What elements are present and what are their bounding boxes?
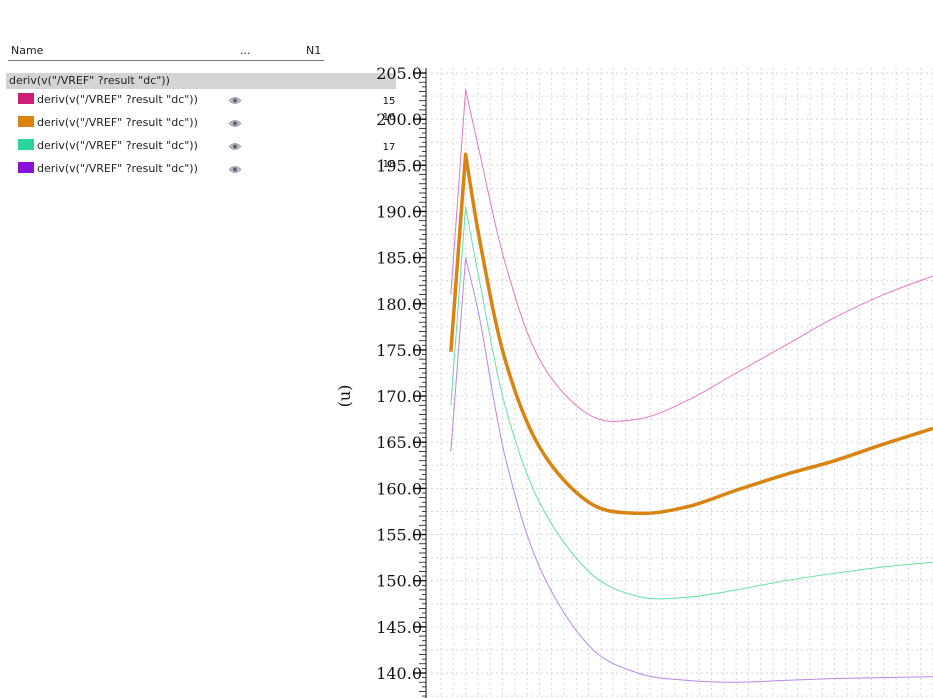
column-header-n1[interactable]: N1 xyxy=(306,44,322,57)
trace-color-swatch xyxy=(18,116,34,127)
eye-icon[interactable] xyxy=(228,161,242,177)
y-axis-label: (u) xyxy=(335,385,354,408)
y-tick-label: 180.0 xyxy=(376,295,422,314)
y-tick-label: 200.0 xyxy=(376,110,422,129)
trace-number-label: 16 xyxy=(383,112,396,123)
eye-icon[interactable] xyxy=(228,92,242,108)
header-divider xyxy=(8,60,324,61)
series-line-2 xyxy=(449,152,933,516)
y-tick-label: 170.0 xyxy=(376,387,422,406)
trace-row[interactable]: deriv(v("/VREF" ?result "dc")) xyxy=(18,92,242,108)
trace-label: deriv(v("/VREF" ?result "dc")) xyxy=(37,93,198,106)
eye-icon[interactable] xyxy=(228,115,242,131)
column-header-dots[interactable]: ... xyxy=(240,44,251,57)
trace-number-label: 17 xyxy=(383,142,396,153)
trace-row[interactable]: deriv(v("/VREF" ?result "dc")) xyxy=(18,115,242,131)
y-tick-label: 155.0 xyxy=(376,526,422,545)
y-tick-label: 145.0 xyxy=(376,618,422,637)
trace-label: deriv(v("/VREF" ?result "dc")) xyxy=(37,139,198,152)
trace-row[interactable]: deriv(v("/VREF" ?result "dc")) xyxy=(18,161,242,177)
trace-number-label: 15 xyxy=(383,96,396,107)
series-line-1 xyxy=(450,89,933,422)
column-header-name[interactable]: Name xyxy=(11,44,44,57)
plot-series xyxy=(449,89,933,683)
y-tick-label: 165.0 xyxy=(376,433,422,452)
trace-label: deriv(v("/VREF" ?result "dc")) xyxy=(37,116,198,129)
trace-number-labels: 15 16 17 18 xyxy=(383,96,396,170)
trace-row[interactable]: deriv(v("/VREF" ?result "dc")) xyxy=(18,138,242,154)
trace-color-swatch xyxy=(18,139,34,150)
y-tick-label: 195.0 xyxy=(376,156,422,175)
results-browser: Name ... N1 deriv(v("/VREF" ?result "dc"… xyxy=(0,0,400,698)
plot-grid xyxy=(426,68,933,698)
y-tick-label: 160.0 xyxy=(376,479,422,498)
trace-color-swatch xyxy=(18,162,34,173)
series-line-4 xyxy=(450,257,933,683)
y-tick-label: 190.0 xyxy=(376,202,422,221)
y-tick-label: 150.0 xyxy=(376,572,422,591)
eye-icon[interactable] xyxy=(228,138,242,154)
series-line-3 xyxy=(450,206,933,600)
trace-group-row[interactable]: deriv(v("/VREF" ?result "dc")) xyxy=(6,73,396,89)
y-tick-label: 175.0 xyxy=(376,341,422,360)
y-tick-label: 185.0 xyxy=(376,249,422,268)
y-axis: 205.0 200.0 195.0 190.0 185.0 180.0 175.0 170.0… xyxy=(376,64,427,698)
y-tick-label: 140.0 xyxy=(376,664,422,683)
y-tick-label: 205.0 xyxy=(376,64,422,83)
trace-number-label: 18 xyxy=(383,159,396,170)
trace-color-swatch xyxy=(18,93,34,104)
trace-label: deriv(v("/VREF" ?result "dc")) xyxy=(37,162,198,175)
